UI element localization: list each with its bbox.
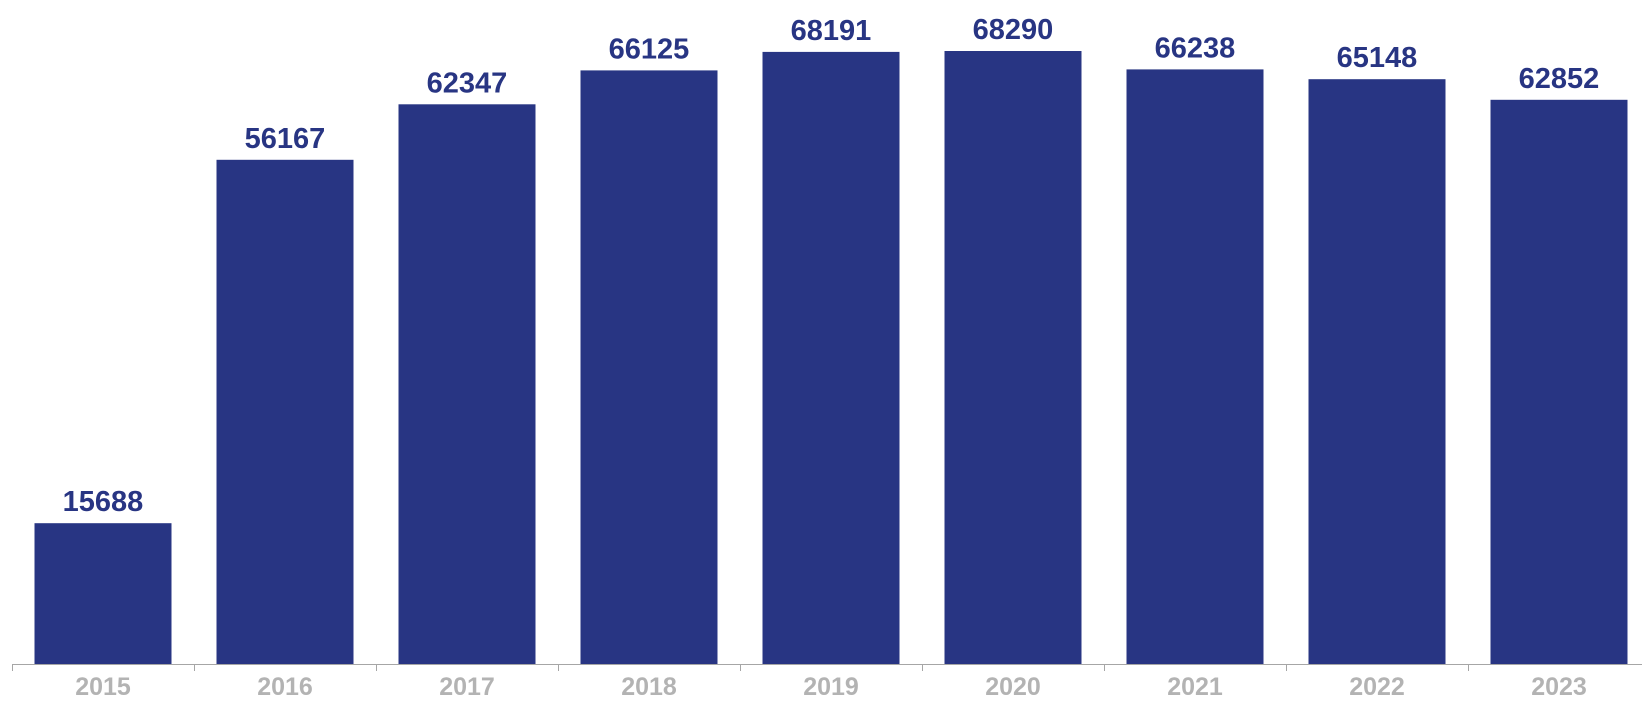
x-tick-label-2020: 2020 [985,673,1041,701]
bar-2021 [1126,69,1264,664]
x-tick-label-2022: 2022 [1349,673,1405,701]
value-label-2016: 56167 [245,123,326,155]
bar-2022 [1308,79,1446,664]
value-label-2020: 68290 [973,14,1054,46]
bars-group [34,51,1628,665]
x-axis-ticks [12,664,1469,671]
x-tick-label-2023: 2023 [1531,673,1587,701]
bar-2015 [34,523,172,664]
bar-2016 [216,159,354,665]
value-label-2023: 62852 [1519,63,1600,95]
x-tick-label-2016: 2016 [257,673,313,701]
x-axis-tick-labels: 2015 2016 2017 2018 2019 2020 2021 2022 2023 [75,673,1587,701]
x-tick-label-2019: 2019 [803,673,859,701]
bar-2018 [580,70,718,664]
bar-2017 [398,104,536,665]
value-label-2022: 65148 [1337,42,1418,74]
value-label-2018: 66125 [609,33,690,65]
bar-2020 [944,51,1082,664]
x-tick-label-2015: 2015 [75,673,131,701]
value-labels-group: 15688 56167 62347 66125 68191 68290 66238 65148… [63,14,1600,518]
value-label-2015: 15688 [63,486,144,518]
x-tick-label-2018: 2018 [621,673,677,701]
value-label-2017: 62347 [427,67,508,99]
bar-2023 [1490,99,1628,665]
value-label-2021: 66238 [1155,32,1236,64]
x-tick-label-2017: 2017 [439,673,495,701]
value-label-2019: 68191 [791,15,872,47]
x-tick-label-2021: 2021 [1167,673,1223,701]
bar-2019 [762,51,900,664]
